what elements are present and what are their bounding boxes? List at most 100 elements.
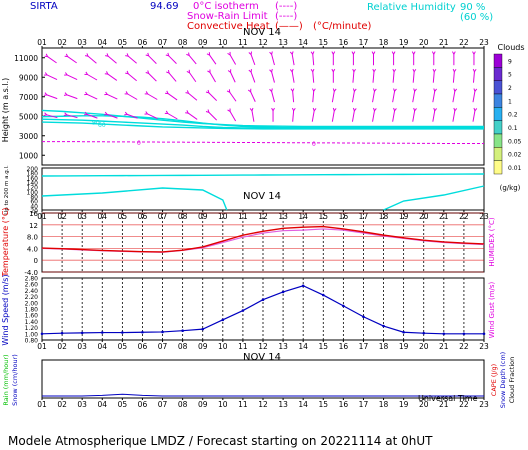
precip-hour-label: 10	[218, 400, 228, 409]
profile-bottom-hour-label: 16	[339, 212, 349, 221]
precip-hour-label: 04	[97, 400, 107, 409]
wind-speed-point	[100, 331, 104, 334]
wind-arrow-head	[269, 68, 273, 73]
cloud-fraction-axis-label: Cloud Fraction	[508, 357, 516, 404]
wind-arrow-head	[206, 52, 211, 57]
wind-arrow	[87, 74, 98, 81]
wind-arrow-head	[104, 71, 109, 75]
wind-arrow-head	[205, 109, 210, 114]
temperature-tick-label: 8.0	[27, 234, 38, 242]
precip-hour-label: 01	[37, 400, 47, 409]
wind-arrow	[372, 91, 375, 103]
wind-arrow-head	[145, 52, 150, 57]
cloud-scale-swatch	[493, 80, 503, 95]
wind-arrow-head	[227, 51, 231, 56]
rh-60: (60 %)	[460, 12, 493, 23]
wind-arrow-head	[312, 88, 316, 93]
cloud-scale-swatch	[493, 53, 503, 68]
profile-upper-frame	[41, 47, 485, 166]
wind-hour-label: 12	[258, 342, 268, 351]
wind-arrow-head	[248, 69, 253, 74]
cloud-scale-swatch	[493, 147, 503, 161]
wind-arrow-head	[186, 52, 190, 57]
wind-arrow-head	[412, 68, 417, 73]
profile-bottom-hour-label: 02	[57, 212, 67, 221]
wind-arrow-head	[413, 107, 417, 112]
wind-arrow	[127, 113, 138, 119]
precip-hour-label: 09	[198, 400, 208, 409]
wind-hour-label: 11	[238, 342, 248, 351]
wind-arrow-head	[43, 112, 48, 117]
wind-arrow	[432, 71, 435, 83]
wind-arrow	[351, 91, 355, 103]
wind-arrow-head	[43, 92, 48, 96]
wind-arrow-head	[411, 51, 416, 56]
wind-speed-point	[382, 324, 385, 328]
wind-arrow	[86, 113, 98, 119]
profile-top-hour-label: 01	[37, 38, 47, 47]
wind-arrow	[351, 110, 355, 122]
precip-line	[42, 393, 484, 397]
station-name: SIRTA	[30, 1, 58, 12]
wind-speed-point	[321, 293, 325, 297]
wind-arrow-head	[393, 107, 397, 112]
wind-arrow	[46, 94, 58, 100]
profile-top-hour-label: 04	[97, 38, 107, 47]
profile-bottom-hour-label: 18	[379, 212, 389, 221]
wind-arrow	[208, 92, 218, 101]
cloud-scale-swatch	[493, 67, 503, 81]
profile-top-hour-label: 03	[77, 38, 87, 47]
wind-arrow	[189, 72, 197, 83]
zero-isotherm-line	[42, 141, 484, 145]
wind-arrow	[331, 110, 335, 122]
precip-hour-label: 07	[158, 400, 168, 409]
temperature-series-line	[41, 225, 485, 253]
precip-hour-label: 15	[318, 400, 328, 409]
wind-arrow	[127, 55, 137, 64]
profile-bottom-hour-label: 08	[178, 212, 188, 221]
wind-arrow	[271, 54, 275, 66]
wind-arrow-head	[331, 68, 336, 73]
wind-hour-label: 18	[379, 342, 389, 351]
wind-hour-label: 05	[118, 342, 128, 351]
wind-speed-point	[80, 331, 84, 335]
wind-arrow-head	[452, 68, 457, 73]
zero-isotherm-legend-dash: (----)	[275, 1, 297, 12]
humidity-contour	[41, 121, 484, 130]
wind-arrow-head	[227, 108, 231, 113]
wind-arrow	[412, 91, 416, 103]
wind-tick-label: 1.00	[25, 331, 39, 338]
wind-arrow	[87, 93, 98, 100]
wind-arrow	[66, 74, 78, 81]
profile-top-hour-label: 10	[218, 38, 228, 47]
wind-arrow-head	[269, 51, 273, 56]
cloud-scale-label: 0.2	[508, 112, 518, 119]
wind-arrow	[312, 54, 315, 66]
wind-arrow-head	[352, 88, 357, 93]
wind-arrow	[372, 71, 375, 83]
profile-top-hour-label: 06	[138, 38, 148, 47]
wind-arrow-head	[331, 51, 336, 56]
wind-arrow-head	[289, 68, 294, 73]
wind-arrow-head	[104, 111, 109, 116]
precip-hour-label: 21	[439, 400, 449, 409]
wind-tick-label: 2.20	[25, 294, 39, 301]
humidity-contour	[41, 118, 484, 129]
wind-speed-point	[482, 332, 486, 336]
wind-speed-point	[362, 315, 365, 319]
wind-hour-label: 08	[178, 342, 188, 351]
wind-arrow-head	[166, 69, 170, 74]
wind-arrow-head	[84, 91, 89, 96]
profile-top-hour-label: 19	[399, 38, 409, 47]
height-tick-label: 9000	[19, 73, 38, 82]
low-height-tick-label: 20	[30, 208, 38, 215]
wind-hour-label: 22	[459, 342, 469, 351]
precip-hour-label: 19	[399, 400, 409, 409]
wind-arrow	[208, 112, 218, 121]
wind-tick-label: 2.60	[25, 282, 39, 289]
profile-bottom-hour-label: 13	[278, 212, 288, 221]
wind-arrow	[250, 71, 256, 83]
precip-hour-label: 08	[178, 400, 188, 409]
wind-hour-label: 20	[419, 342, 429, 351]
